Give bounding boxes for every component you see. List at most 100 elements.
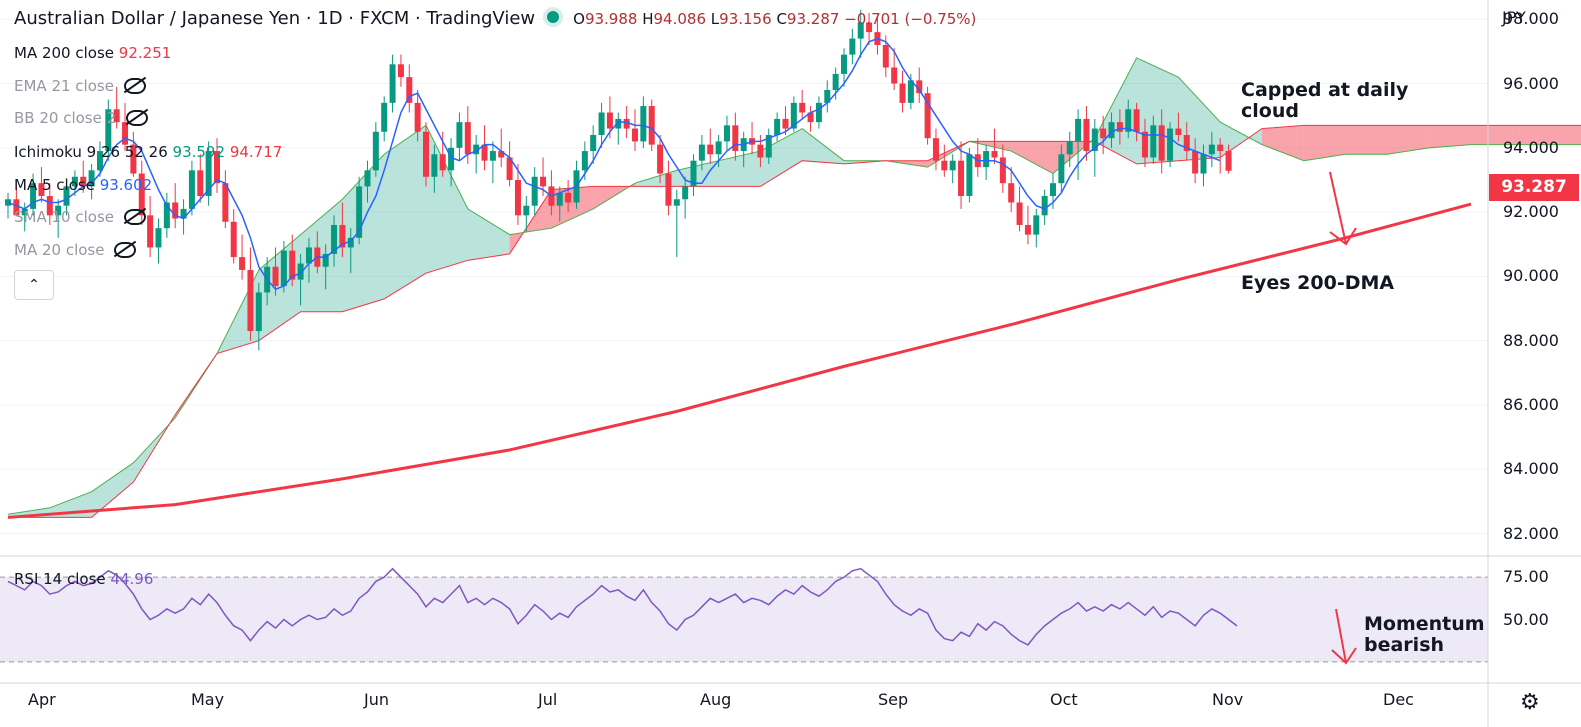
candle (1175, 112, 1182, 142)
candle-body (1192, 151, 1199, 174)
candle (297, 253, 304, 306)
candle-body (105, 109, 112, 152)
candle-body (255, 292, 262, 332)
candle (590, 125, 597, 164)
candle (523, 196, 530, 232)
candle (799, 89, 806, 119)
candle-body (1008, 183, 1015, 203)
candle (1100, 115, 1107, 155)
candle (665, 160, 672, 216)
candle-body (347, 237, 354, 248)
candle-body (247, 269, 254, 332)
candle (531, 167, 538, 216)
candle (732, 112, 739, 161)
candle (397, 54, 404, 87)
candle (615, 112, 622, 145)
time-tick-label: May (191, 690, 225, 709)
candle-body (1066, 141, 1073, 155)
eye-hidden-icon[interactable] (123, 208, 146, 225)
gear-icon[interactable]: ⚙ (1520, 690, 1540, 715)
candle (280, 241, 287, 293)
candle (966, 147, 973, 203)
candle-body (715, 141, 722, 155)
candle-body (698, 144, 705, 161)
cloud-segment (718, 151, 761, 187)
candle (473, 134, 480, 174)
legend-ma5[interactable]: MA 5 close 93.602 (14, 176, 153, 194)
candle-body (824, 89, 831, 103)
candle-body (657, 144, 664, 174)
cloud-segment (1220, 122, 1262, 158)
candle (456, 112, 463, 161)
candle-body (397, 64, 404, 78)
candle-body (180, 208, 187, 219)
candle (448, 138, 455, 187)
candle (180, 199, 187, 235)
candle (272, 247, 279, 296)
legend-ma200[interactable]: MA 200 close 92.251 (14, 44, 172, 62)
candle (1192, 138, 1199, 184)
cloud-segment (760, 128, 803, 187)
candle (1167, 122, 1174, 168)
candle-body (96, 151, 103, 171)
price-tick-label: 88.000 (1503, 330, 1559, 350)
time-tick-label: Dec (1383, 690, 1414, 709)
candle (1108, 112, 1115, 148)
close-value: 93.287 (786, 10, 840, 28)
candle (80, 160, 87, 193)
legend-rsi[interactable]: RSI 14 close 44.96 (14, 570, 154, 588)
candle-body (423, 131, 429, 177)
candle-body (991, 151, 998, 158)
candle (255, 282, 262, 351)
legend-sma10[interactable]: SMA 10 close (14, 208, 146, 226)
candle (197, 154, 204, 203)
candle-body (205, 151, 212, 197)
candle-body (489, 151, 496, 161)
eye-hidden-icon[interactable] (114, 241, 137, 258)
candle (1008, 167, 1015, 213)
candle (188, 160, 195, 216)
candle-body (431, 154, 438, 177)
legend-ichimoku[interactable]: Ichimoku 9 26 52 26 93.592 94.717 (14, 143, 283, 161)
candle (247, 247, 254, 341)
rsi-band (0, 577, 1488, 662)
candle (163, 192, 170, 238)
candle (707, 128, 714, 164)
candle (514, 163, 521, 225)
candle (55, 199, 62, 238)
candle (573, 160, 580, 209)
candle (824, 80, 831, 113)
candle-body (1091, 128, 1098, 152)
senkou-span-b (8, 124, 1581, 518)
candle (1141, 118, 1148, 168)
eye-hidden-icon[interactable] (123, 77, 146, 94)
annotation-arrows (1329, 171, 1357, 665)
candle (63, 179, 70, 216)
cloud-segment (342, 154, 385, 312)
eye-hidden-icon[interactable] (126, 109, 149, 126)
candle (598, 102, 605, 148)
candle-body (907, 80, 914, 103)
chevron-up-icon[interactable]: ⌃ (14, 270, 54, 300)
legend-ma20[interactable]: MA 20 close (14, 241, 137, 259)
symbol-title[interactable]: Australian Dollar / Japanese Yen · 1D · … (14, 8, 536, 29)
candle (1225, 144, 1232, 174)
candle-body (723, 125, 730, 142)
candle (305, 237, 312, 283)
candle (857, 9, 864, 58)
candle-body (916, 80, 923, 94)
candle (1150, 115, 1157, 164)
candle (648, 99, 655, 152)
candle-body (799, 102, 806, 113)
candle (932, 128, 939, 171)
candle (172, 183, 179, 229)
arrow-head (1329, 227, 1357, 246)
cloud-segment (1471, 125, 1513, 145)
candle-body (673, 199, 680, 206)
legend-ema21[interactable]: EMA 21 close (14, 77, 146, 95)
currency-label[interactable]: JPY (1502, 8, 1526, 27)
candle-body (1058, 154, 1065, 184)
legend-bb20[interactable]: BB 20 close 2 (14, 109, 149, 127)
candle-body (690, 160, 697, 187)
